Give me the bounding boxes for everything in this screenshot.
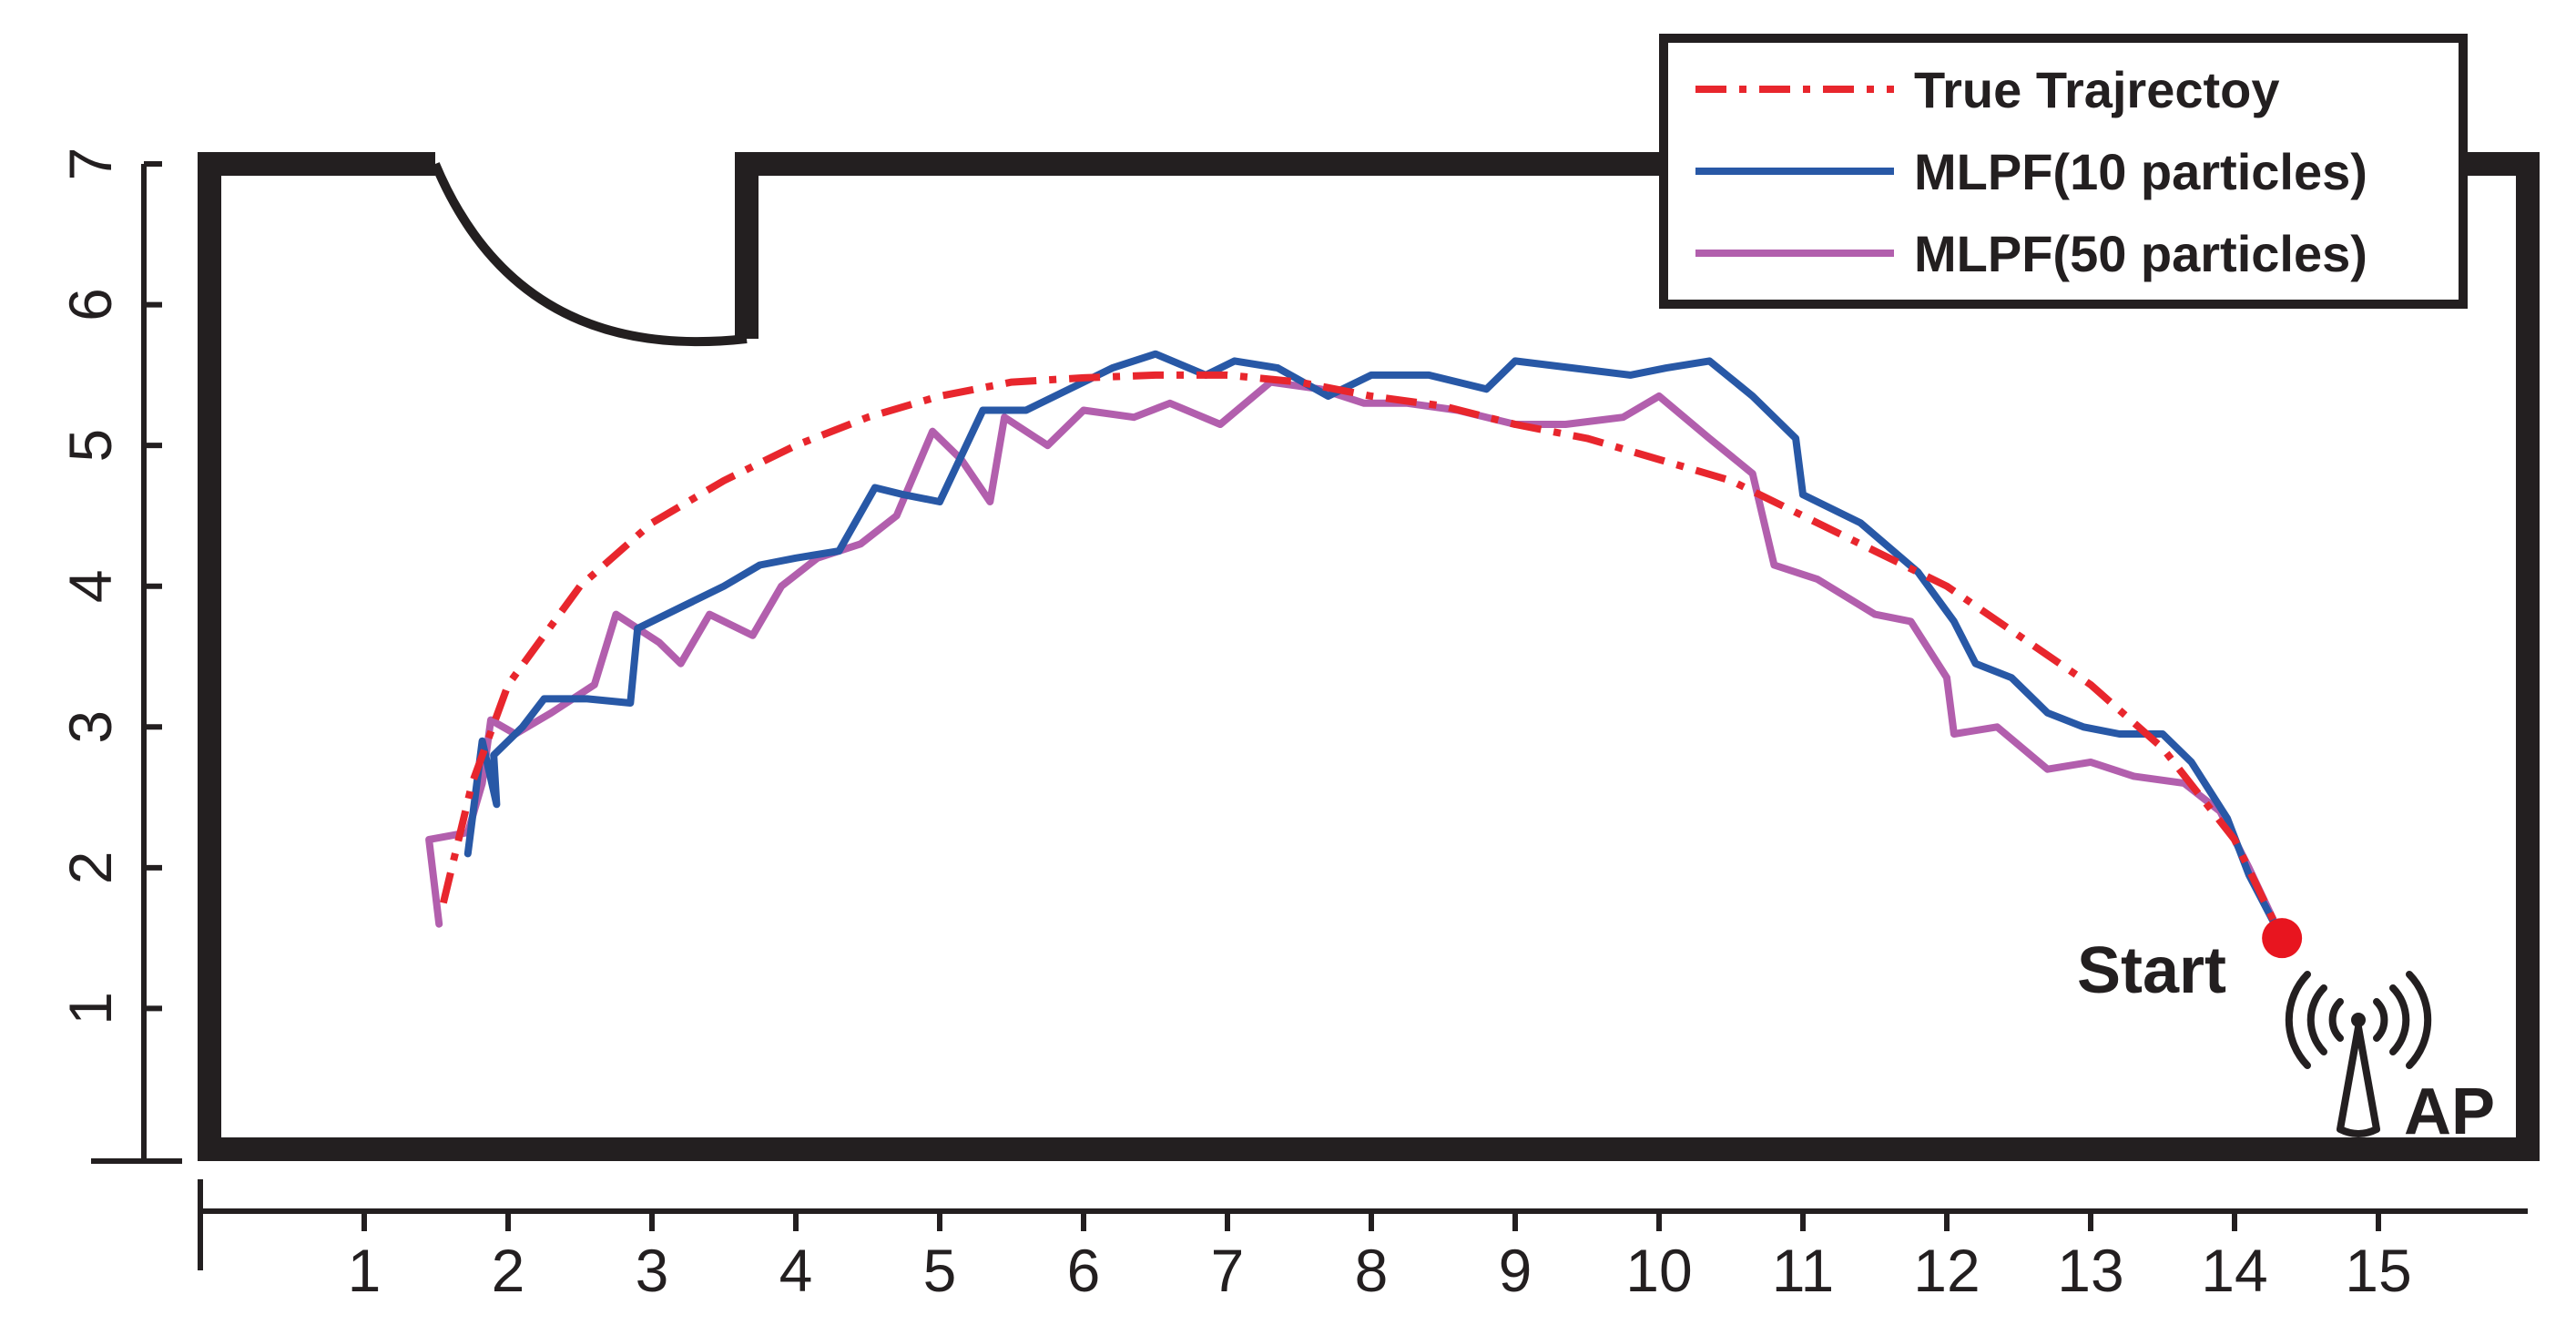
series-line-3 [425, 378, 2286, 943]
access-point: AP [2285, 971, 2495, 1148]
start-annotation: Start [2077, 918, 2303, 1007]
y-tick-label: 4 [56, 569, 124, 603]
x-tick-label: 12 [1913, 1237, 1980, 1304]
legend-label-3: MLPF(50 particles) [1914, 225, 2367, 282]
x-tick-label: 8 [1355, 1237, 1389, 1304]
y-tick-label: 5 [56, 429, 124, 463]
x-tick-label: 15 [2345, 1237, 2411, 1304]
x-tick-label: 4 [779, 1237, 813, 1304]
y-axis: 1 2 3 4 5 6 7 [56, 148, 182, 1164]
legend-label-2: MLPF(10 particles) [1914, 143, 2367, 200]
x-tick-label: 7 [1211, 1237, 1245, 1304]
x-tick-label: 9 [1499, 1237, 1532, 1304]
legend-label-1: True Trajrectoy [1914, 61, 2280, 118]
x-tick-label: 6 [1067, 1237, 1101, 1304]
start-label: Start [2077, 934, 2226, 1007]
x-tick-label: 10 [1625, 1237, 1692, 1304]
room-wall [198, 152, 2540, 1161]
x-tick-label: 13 [2057, 1237, 2123, 1304]
x-tick-label: 14 [2201, 1237, 2267, 1304]
room-outline [198, 152, 2540, 1161]
x-tick-label: 11 [1772, 1237, 1835, 1304]
legend: True Trajrectoy MLPF(10 particles) MLPF(50… [1659, 34, 2468, 309]
x-axis: 1 2 3 4 5 6 7 8 9 10 11 12 13 14 15 [198, 1179, 2528, 1304]
antenna-icon [2285, 971, 2432, 1137]
x-tick-label: 1 [348, 1237, 382, 1304]
series-line-2 [463, 350, 2286, 943]
series-line-1 [440, 371, 2286, 940]
start-marker [2262, 918, 2303, 959]
door-arc [431, 162, 748, 347]
x-tick-label: 3 [636, 1237, 669, 1304]
ap-label: AP [2404, 1075, 2495, 1148]
y-tick-label: 7 [56, 148, 124, 181]
y-tick-label: 6 [56, 288, 124, 321]
y-tick-label: 1 [56, 992, 124, 1025]
x-tick-label: 5 [923, 1237, 957, 1304]
y-tick-label: 2 [56, 851, 124, 884]
x-tick-label: 2 [492, 1237, 525, 1304]
y-tick-label: 3 [56, 710, 124, 744]
series-layer [425, 350, 2286, 943]
